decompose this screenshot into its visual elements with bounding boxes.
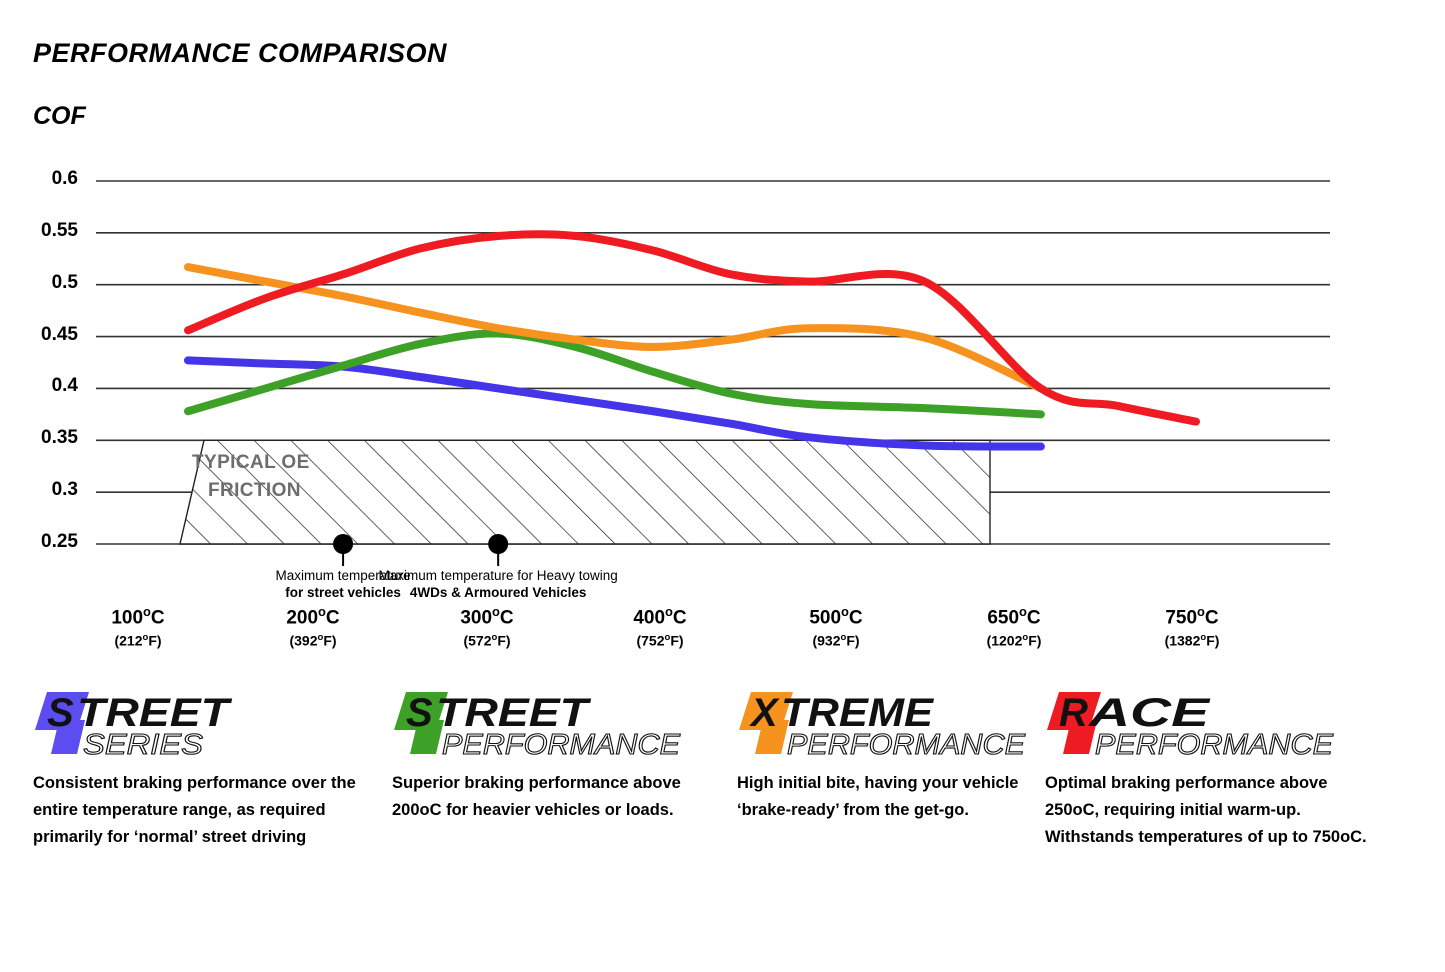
logo-main-text: ACE (1088, 691, 1211, 735)
x-tick-3: 400oC (752oF) (580, 604, 740, 649)
x-tick-celsius: 400oC (633, 604, 687, 629)
logo-accent-block-lower (410, 720, 444, 754)
x-tick-celsius: 200oC (286, 604, 340, 629)
y-tick-label-5: 0.35 (41, 427, 78, 449)
x-tick-1: 200oC (392oF) (233, 604, 393, 649)
logo-main-text: TREET (436, 691, 592, 735)
annotation-line1: Maximum temperature for Heavy towing (378, 568, 618, 583)
x-tick-celsius: 100oC (111, 604, 165, 629)
series-line-street-performance (184, 329, 1045, 419)
typical-oe-band (179, 439, 991, 545)
y-tick-label-2: 0.5 (51, 271, 78, 293)
logo-sub-text: PERFORMANCE (787, 729, 1026, 758)
product-card-xtreme-performance[interactable]: X TREME PERFORMANCE High initial bite, havi… (737, 686, 1027, 824)
annotation-line1: Maximum temperature (275, 568, 411, 583)
marker-dot-max-temp-heavy-towing (488, 534, 509, 554)
marker-dot-max-temp-street-vehicles (333, 534, 354, 554)
typical-oe-friction-label-line1: TYPICAL OE (192, 452, 310, 474)
logo-badge-letter: S (406, 691, 433, 735)
product-description-street-performance: Superior braking performance above 200oC… (392, 774, 681, 820)
annotation-max-temp-street-vehicles: Maximum temperature for street vehicles (143, 568, 543, 602)
logo-sub-text: SERIES (83, 729, 204, 758)
annotation-line2: for street vehicles (285, 584, 401, 600)
series-line-xtreme-performance (184, 263, 1045, 393)
x-tick-fahrenheit: (1202oF) (986, 632, 1042, 649)
typical-oe-friction-label-line2: FRICTION (208, 480, 301, 502)
product-card-street-performance[interactable]: S TREET PERFORMANCE Superior braking perfor… (392, 686, 722, 824)
y-tick-label-4: 0.4 (51, 375, 78, 397)
logo-sub-text: PERFORMANCE (1095, 729, 1334, 758)
annotation-max-temp-heavy-towing: Maximum temperature for Heavy towing 4WDs… (298, 568, 698, 602)
x-tick-2: 300oC (572oF) (407, 604, 567, 649)
logo-accent-block-lower (1063, 720, 1097, 754)
y-tick-label-0: 0.6 (51, 168, 78, 189)
logo-badge-letter: S (47, 691, 74, 735)
x-tick-fahrenheit: (572oF) (463, 632, 511, 649)
series-lines (184, 230, 1200, 451)
y-tick-label-7: 0.25 (41, 531, 78, 552)
x-tick-fahrenheit: (932oF) (812, 632, 860, 649)
logo-main-text: TREET (77, 691, 233, 735)
series-line-race-performance (184, 230, 1200, 426)
x-tick-5: 650oC (1202oF) (934, 604, 1094, 649)
x-tick-6: 750oC (1382oF) (1112, 604, 1272, 649)
x-tick-celsius: 750oC (1165, 604, 1219, 629)
x-tick-0: 100oC (212oF) (58, 604, 218, 649)
product-card-race-performance[interactable]: R ACE PERFORMANCE Optimal braking performan… (1045, 686, 1375, 852)
x-tick-fahrenheit: (752oF) (636, 632, 684, 649)
y-axis-title: COF (33, 102, 86, 130)
x-tick-celsius: 300oC (460, 604, 514, 629)
x-tick-celsius: 650oC (987, 604, 1041, 629)
oe-band-shape (179, 439, 991, 545)
logo-accent-block-lower (51, 720, 85, 754)
logo-main-text: TREME (781, 691, 934, 735)
product-description-xtreme-performance: High initial bite, having your vehicle ‘… (737, 774, 1019, 820)
logo-badge-letter: R (1059, 691, 1088, 735)
logo-sub-text: PERFORMANCE (442, 729, 681, 758)
y-tick-label-6: 0.3 (51, 479, 78, 501)
product-description-race-performance: Optimal braking performance above 250oC,… (1045, 774, 1367, 847)
logo-accent-block-lower (755, 720, 789, 754)
x-tick-fahrenheit: (1382oF) (1164, 632, 1220, 649)
product-logo-race-performance: R ACE PERFORMANCE (1045, 686, 1375, 758)
page-title: PERFORMANCE COMPARISON (33, 38, 448, 68)
y-tick-label-1: 0.55 (41, 219, 78, 241)
x-tick-celsius: 500oC (809, 604, 863, 629)
product-logo-xtreme-performance: X TREME PERFORMANCE (737, 686, 1027, 758)
x-tick-fahrenheit: (212oF) (114, 632, 162, 649)
y-tick-label-3: 0.45 (41, 323, 78, 345)
series-line-street-series (184, 356, 1045, 451)
x-tick-4: 500oC (932oF) (756, 604, 916, 649)
product-description-street-series: Consistent braking performance over the … (33, 774, 356, 847)
product-logo-street-series: S TREET SERIES (33, 686, 383, 758)
cof-line-chart (96, 180, 1330, 566)
temperature-markers (333, 534, 509, 566)
product-card-street-series[interactable]: S TREET SERIES Consistent braking performan… (33, 686, 383, 852)
product-legend-cards: S TREET SERIES Consistent braking performan… (0, 686, 1445, 966)
logo-badge-letter: X (749, 691, 780, 735)
product-logo-street-performance: S TREET PERFORMANCE (392, 686, 722, 758)
x-tick-fahrenheit: (392oF) (289, 632, 337, 649)
chart-area: 0.6 0.55 0.5 0.45 0.4 0.35 0.3 0.25 TYPICAL OE … (0, 150, 1445, 600)
annotation-line2: 4WDs & Armoured Vehicles (409, 584, 587, 600)
